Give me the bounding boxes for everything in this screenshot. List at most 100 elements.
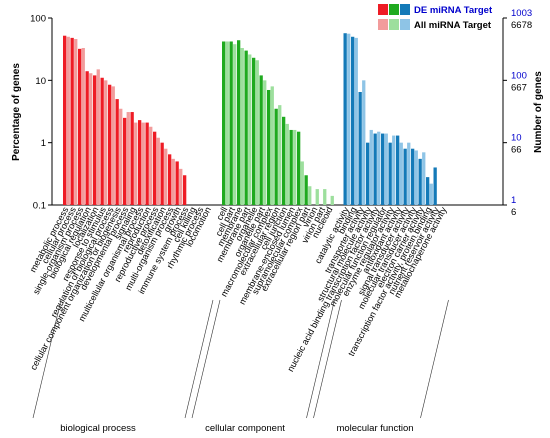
bar xyxy=(104,80,108,205)
bar xyxy=(433,167,437,205)
bar xyxy=(244,50,248,205)
bar xyxy=(156,137,160,205)
bar xyxy=(270,86,274,205)
bar xyxy=(248,54,252,205)
y-axis-label-right: Number of genes xyxy=(533,71,544,153)
legend-swatch xyxy=(400,4,410,15)
bar xyxy=(123,117,127,205)
bar xyxy=(70,37,74,206)
bar xyxy=(422,152,426,205)
bar xyxy=(164,148,168,205)
bar xyxy=(252,57,256,206)
bar xyxy=(392,135,396,205)
y-tick-label-right-de: 10 xyxy=(511,133,522,144)
bar xyxy=(78,48,82,206)
bar xyxy=(126,112,130,205)
bar xyxy=(300,161,304,205)
bar xyxy=(381,133,385,205)
bar xyxy=(160,142,164,205)
group-label: molecular function xyxy=(336,423,413,434)
bar xyxy=(153,131,157,205)
bar xyxy=(297,131,301,205)
bar xyxy=(278,105,282,205)
bar xyxy=(259,75,263,205)
bar xyxy=(373,133,377,205)
y-axis-label-left: Percentage of genes xyxy=(11,63,22,161)
bar xyxy=(134,122,138,205)
y-tick-label-left: 1 xyxy=(41,138,46,149)
bar xyxy=(108,84,112,205)
bar xyxy=(414,150,418,205)
y-tick-label-right-de: 1003 xyxy=(511,8,532,19)
y-tick-label-right-de: 1 xyxy=(511,195,516,206)
bar xyxy=(388,142,392,205)
bar xyxy=(175,161,179,205)
bar xyxy=(229,41,233,205)
bar xyxy=(66,36,70,205)
bar xyxy=(289,129,293,205)
bar xyxy=(240,48,244,205)
bar xyxy=(418,158,422,205)
bar xyxy=(399,142,403,205)
bar xyxy=(89,73,93,205)
bar xyxy=(351,36,355,205)
bar xyxy=(85,71,89,205)
bar xyxy=(225,41,229,205)
bar xyxy=(171,158,175,205)
bar xyxy=(293,129,297,205)
bar xyxy=(315,189,319,205)
bar xyxy=(111,86,115,205)
y-tick-label-right-all: 6678 xyxy=(511,20,532,31)
bar xyxy=(323,189,327,205)
bar xyxy=(237,40,241,205)
group-bracket-left xyxy=(32,299,62,419)
bar xyxy=(358,91,362,205)
bar xyxy=(308,186,312,205)
bar xyxy=(96,69,100,205)
bar xyxy=(267,89,271,205)
bar xyxy=(81,48,85,205)
bar xyxy=(119,108,123,205)
legend: DE miRNA Target All miRNA Target xyxy=(378,4,493,31)
bar xyxy=(396,135,400,205)
group-label: biological process xyxy=(60,423,136,434)
bar xyxy=(63,35,67,206)
bar xyxy=(304,175,308,205)
bar xyxy=(384,133,388,205)
bar xyxy=(222,41,226,205)
group-brackets: biological process cellular component mole… xyxy=(32,299,449,434)
y-tick-label-left: 0.1 xyxy=(33,201,46,212)
y-tick-label-right-all: 66 xyxy=(511,145,522,156)
bar xyxy=(366,142,370,205)
legend-swatch xyxy=(378,4,388,15)
bar xyxy=(426,177,430,205)
bar xyxy=(369,129,373,205)
y-tick-label-left: 100 xyxy=(30,14,46,25)
bar xyxy=(233,44,237,206)
bar xyxy=(354,37,358,206)
bar xyxy=(138,120,142,205)
legend-swatch xyxy=(389,19,399,30)
group-label: cellular component xyxy=(205,423,285,434)
bar xyxy=(168,154,172,205)
bar xyxy=(149,126,153,205)
bar xyxy=(343,33,347,205)
legend-swatch xyxy=(378,19,388,30)
y-tick-label-right-de: 100 xyxy=(511,70,527,81)
bar xyxy=(274,108,278,205)
bar xyxy=(115,99,119,205)
bar xyxy=(179,168,183,205)
bar xyxy=(282,116,286,205)
bar xyxy=(403,148,407,205)
group-bracket-right xyxy=(420,299,449,419)
bar xyxy=(285,123,289,205)
group-bracket-right xyxy=(306,299,335,419)
bar xyxy=(130,112,134,205)
legend-row-de xyxy=(378,4,410,15)
bar xyxy=(255,60,259,206)
bar xyxy=(377,131,381,205)
bar xyxy=(263,80,267,205)
legend-label-all: All miRNA Target xyxy=(414,20,492,31)
bar xyxy=(362,80,366,205)
